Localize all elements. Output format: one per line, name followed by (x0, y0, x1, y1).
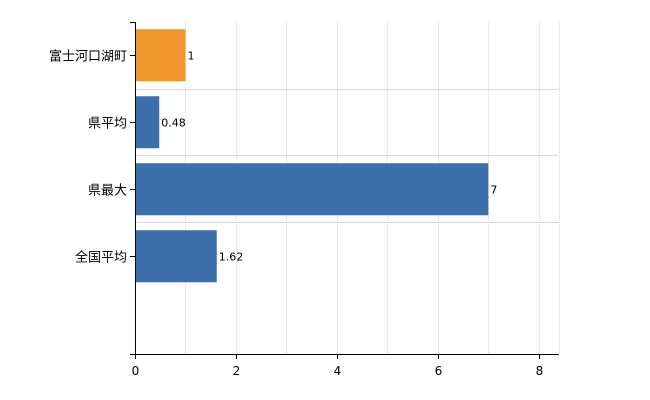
bar-3 (135, 230, 217, 283)
category-label-2: 県最大 (88, 183, 127, 198)
category-label-1: 県平均 (88, 116, 127, 131)
x-tick-label-3: 6 (435, 364, 443, 378)
bars (135, 29, 489, 283)
data-label-1: 0.48 (161, 116, 186, 129)
bar-2 (135, 163, 489, 216)
x-ticks: 0 2 4 6 8 (132, 354, 544, 378)
category-label-3: 全国平均 (75, 249, 127, 265)
x-tick-label-1: 2 (233, 364, 241, 378)
y-ticks (130, 22, 135, 355)
axes (135, 22, 559, 355)
bar-0 (135, 29, 186, 82)
category-label-0: 富士河口湖町 (49, 48, 127, 64)
x-tick-label-4: 8 (536, 364, 544, 378)
x-tick-label-0: 0 (132, 364, 140, 378)
data-label-2: 7 (490, 183, 497, 196)
data-label-3: 1.62 (219, 250, 244, 263)
x-tick-label-2: 4 (334, 364, 342, 378)
data-labels: 1 0.48 7 1.62 (161, 49, 497, 263)
bar-1 (135, 96, 160, 149)
data-label-0: 1 (187, 49, 194, 62)
